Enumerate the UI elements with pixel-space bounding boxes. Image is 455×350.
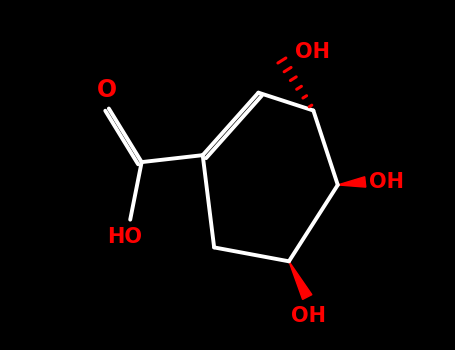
Text: O: O: [97, 78, 117, 102]
Polygon shape: [289, 261, 312, 299]
Text: OH: OH: [292, 306, 327, 326]
Text: OH: OH: [369, 172, 404, 192]
Polygon shape: [338, 177, 366, 187]
Text: HO: HO: [107, 227, 142, 247]
Text: OH: OH: [295, 42, 329, 63]
